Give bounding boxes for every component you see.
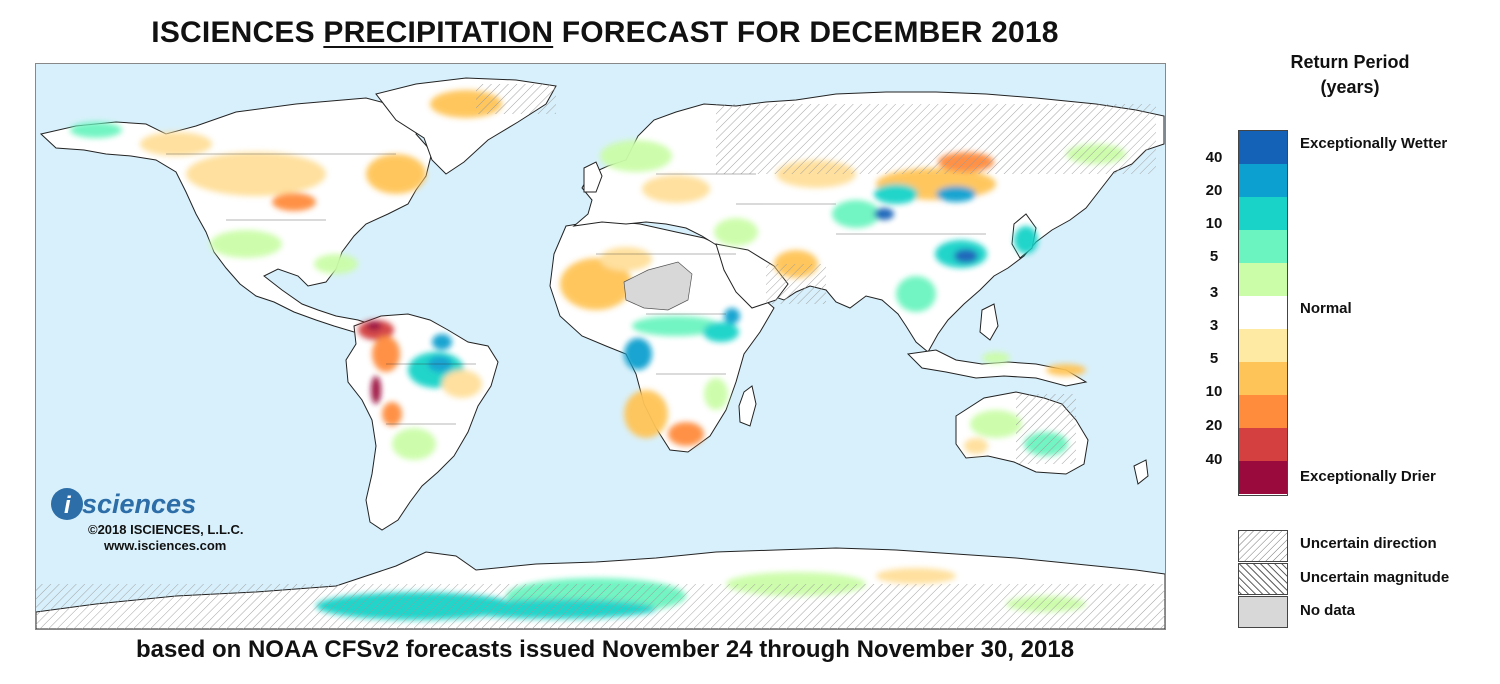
legend-tick: 5 (1209, 350, 1219, 367)
uncertain-direction-hatch (36, 84, 1165, 629)
isciences-logo: i sciences (50, 487, 196, 526)
legend-tick: 20 (1205, 417, 1223, 434)
legend-title: Return Period (years) (1250, 50, 1450, 100)
legend-swatch (1239, 362, 1287, 395)
legend-swatch (1239, 329, 1287, 362)
legend-label-normal: Normal (1300, 300, 1352, 317)
britain (583, 161, 603, 193)
legend-tick: 10 (1205, 383, 1223, 400)
legend-tick: 10 (1205, 215, 1223, 232)
title-emphasis: PRECIPITATION (323, 16, 554, 49)
logo-word: sciences (82, 489, 197, 519)
new-zealand (1133, 459, 1149, 485)
legend-title-line1: Return Period (1290, 52, 1410, 72)
legend-label-drier: Exceptionally Drier (1300, 468, 1436, 485)
legend-tick: 5 (1209, 248, 1219, 265)
legend-tick: 40 (1205, 451, 1223, 468)
legend-tick: 20 (1205, 182, 1223, 199)
no-data-swatch (1238, 596, 1288, 628)
legend-tick: 40 (1205, 149, 1223, 166)
legend-swatch (1239, 428, 1287, 461)
legend-swatch (1239, 197, 1287, 230)
uncertain-direction-swatch (1238, 530, 1288, 562)
legend-label-no-data: No data (1300, 602, 1356, 619)
map-subtitle: based on NOAA CFSv2 forecasts issued Nov… (135, 636, 1075, 663)
legend-swatch (1239, 395, 1287, 428)
world-map (35, 63, 1166, 630)
legend-swatch (1239, 461, 1287, 494)
legend-color-scale (1238, 130, 1288, 496)
legend-swatch (1239, 230, 1287, 263)
philippines (979, 303, 999, 341)
legend-label-wetter: Exceptionally Wetter (1300, 135, 1448, 152)
logo-letter: i (64, 492, 72, 519)
indonesia (906, 349, 1088, 387)
north-america (39, 97, 433, 333)
legend-swatch (1239, 164, 1287, 197)
legend-tick: 3 (1209, 317, 1219, 334)
legend-swatch (1239, 296, 1287, 329)
madagascar (738, 385, 757, 427)
legend-tick: 3 (1209, 284, 1219, 301)
logo-badge-icon: i (51, 488, 83, 520)
legend-swatch (1239, 131, 1287, 164)
legend-label-uncertain-direction: Uncertain direction (1300, 535, 1437, 552)
title-suffix: FORECAST FOR DECEMBER 2018 (561, 16, 1059, 49)
uncertain-magnitude-swatch (1238, 563, 1288, 595)
title-prefix: ISCIENCES (151, 16, 315, 49)
no-data-region (623, 261, 693, 311)
legend-title-line2: (years) (1320, 77, 1380, 97)
legend-swatch (1239, 263, 1287, 296)
country-borders (166, 153, 986, 425)
legend-label-uncertain-magnitude: Uncertain magnitude (1300, 569, 1450, 586)
website-text: www.isciences.com (104, 538, 227, 553)
copyright-text: ©2018 ISCIENCES, L.L.C. (88, 522, 244, 537)
map-title: ISCIENCES PRECIPITATION FORECAST FOR DEC… (0, 16, 1210, 50)
